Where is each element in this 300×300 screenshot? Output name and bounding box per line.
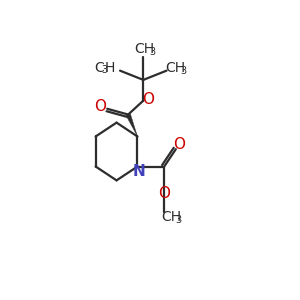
Text: CH: CH: [165, 61, 185, 75]
Text: CH: CH: [134, 42, 154, 56]
Text: CH: CH: [161, 210, 181, 224]
Text: 3: 3: [101, 65, 107, 75]
Text: O: O: [158, 186, 170, 201]
Text: 3: 3: [180, 66, 187, 76]
Text: N: N: [132, 164, 145, 179]
Text: 3: 3: [176, 214, 182, 225]
Polygon shape: [126, 114, 137, 136]
Text: H: H: [104, 61, 115, 75]
Text: C: C: [95, 61, 104, 75]
Text: O: O: [142, 92, 154, 107]
Text: 3: 3: [149, 47, 156, 57]
Text: O: O: [94, 99, 106, 114]
Text: O: O: [172, 137, 184, 152]
